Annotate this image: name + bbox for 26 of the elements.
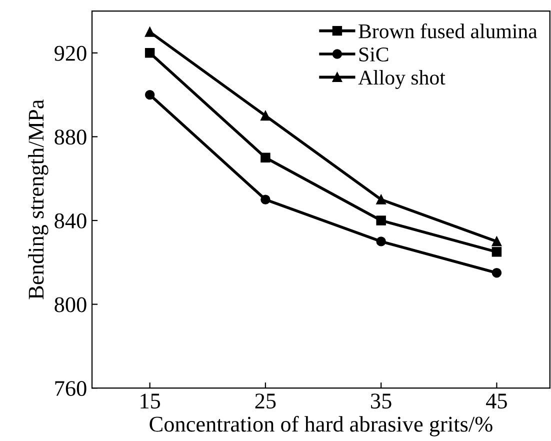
point bbox=[260, 110, 270, 121]
x-tick-label: 15 bbox=[140, 394, 160, 409]
point bbox=[492, 247, 502, 257]
point bbox=[376, 236, 386, 246]
point bbox=[492, 236, 502, 246]
y-axis-title: Bending strength/MPa bbox=[28, 100, 48, 300]
x-tick-label: 25 bbox=[255, 394, 276, 409]
x-axis-title: Concentration of hard abrasive grits/% bbox=[150, 416, 492, 436]
y-tick-label: 800 bbox=[54, 297, 86, 312]
x-tick-label: 45 bbox=[486, 394, 507, 409]
point bbox=[376, 194, 386, 204]
point bbox=[260, 152, 270, 163]
x-tick-label: 35 bbox=[371, 394, 392, 409]
y-tick-label: 760 bbox=[55, 381, 86, 396]
y-tick-label: 880 bbox=[54, 130, 86, 145]
point bbox=[260, 194, 270, 204]
point bbox=[376, 216, 386, 226]
point bbox=[144, 90, 155, 100]
point bbox=[144, 27, 155, 37]
point bbox=[144, 48, 155, 58]
y-tick-label: 920 bbox=[54, 46, 86, 61]
legend-label: SiC bbox=[359, 48, 388, 62]
point bbox=[492, 268, 502, 278]
legend-label: Alloy shot bbox=[358, 70, 446, 89]
y-tick-label: 840 bbox=[54, 213, 86, 228]
legend-label: Brown fused alumina bbox=[358, 23, 538, 38]
